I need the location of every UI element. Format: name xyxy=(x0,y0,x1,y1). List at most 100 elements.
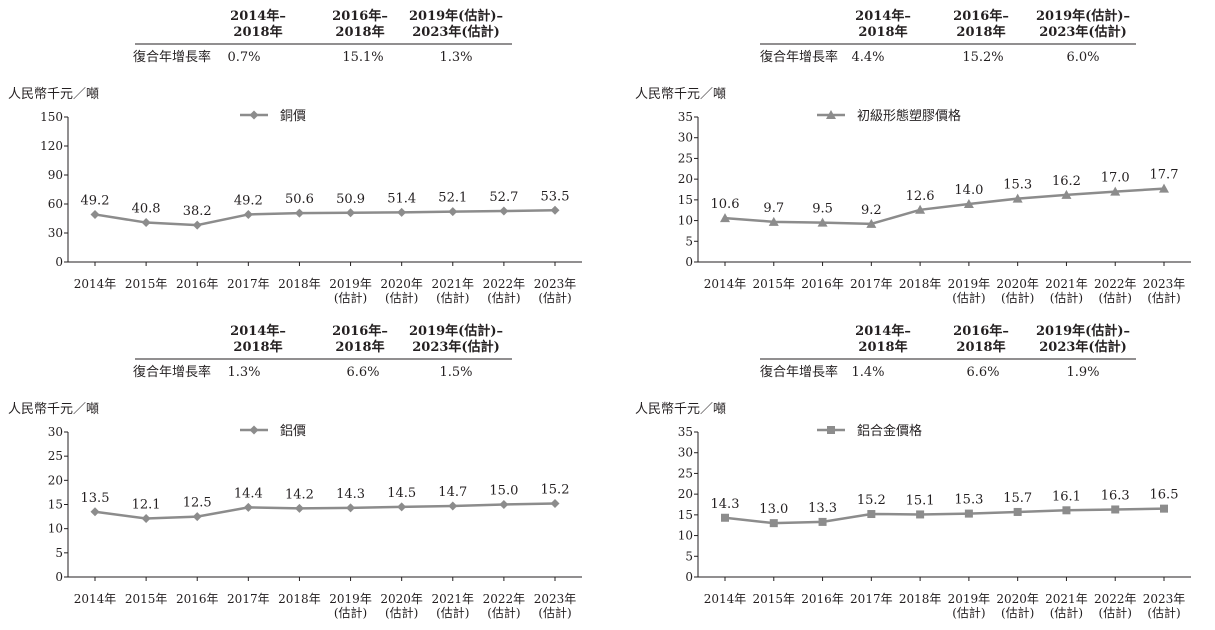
y-tick-label: 30 xyxy=(48,226,63,240)
data-point xyxy=(1111,505,1119,513)
data-point xyxy=(551,206,560,215)
x-tick-label: 2022年(估計) xyxy=(1094,277,1137,305)
data-label: 9.2 xyxy=(861,203,882,218)
data-point xyxy=(244,210,253,219)
x-tick-label: 2022年(估計) xyxy=(1094,592,1137,620)
x-tick-label: 2021年(估計) xyxy=(1045,592,1088,620)
cagr-header-2: 2019年(估計)– 2023年(估計) xyxy=(1036,8,1130,40)
data-label: 53.5 xyxy=(541,189,570,204)
x-tick-label: 2018年 xyxy=(899,592,942,606)
data-label: 10.6 xyxy=(711,197,740,212)
legend-label: 鋁合金價格 xyxy=(857,423,922,439)
data-label: 14.3 xyxy=(336,487,365,502)
data-point xyxy=(1160,505,1168,513)
x-tick-label: 2019年(估計) xyxy=(329,592,372,620)
data-label: 13.3 xyxy=(808,501,837,516)
data-point xyxy=(916,510,924,518)
data-point xyxy=(867,510,875,518)
data-label: 52.7 xyxy=(489,190,518,205)
x-tick-label: 2019年(估計) xyxy=(329,277,372,305)
y-tick-label: 10 xyxy=(678,214,693,228)
data-label: 14.5 xyxy=(387,486,416,501)
x-tick-label: 2014年 xyxy=(704,592,747,606)
data-label: 12.1 xyxy=(132,498,161,513)
data-point xyxy=(91,210,100,219)
data-point xyxy=(1014,508,1022,516)
x-tick-label: 2014年 xyxy=(704,277,747,291)
data-label: 9.5 xyxy=(812,202,833,217)
y-tick-label: 25 xyxy=(678,466,693,480)
x-tick-label: 2017年 xyxy=(850,277,893,291)
cagr-value-1: 6.6% xyxy=(966,365,999,380)
x-tick-label: 2018年 xyxy=(899,277,942,291)
data-label: 38.2 xyxy=(183,204,212,219)
y-tick-label: 35 xyxy=(678,425,693,439)
series-line xyxy=(95,210,555,225)
data-point xyxy=(448,207,457,216)
data-label: 15.0 xyxy=(489,484,518,499)
y-tick-label: 35 xyxy=(678,110,693,124)
data-point xyxy=(295,209,304,218)
series-line xyxy=(95,504,555,519)
legend-label: 鋁價 xyxy=(280,424,306,439)
data-point xyxy=(142,514,151,523)
y-tick-label: 30 xyxy=(678,446,693,460)
x-tick-label: 2021年(估計) xyxy=(432,592,475,620)
unit-label: 人民幣千元／噸 xyxy=(8,87,99,102)
x-tick-label: 2014年 xyxy=(74,592,117,606)
data-point xyxy=(721,514,729,522)
cagr-row-label: 復合年增長率 xyxy=(133,49,211,65)
data-label: 15.7 xyxy=(1003,491,1032,506)
y-tick-label: 150 xyxy=(40,110,63,124)
data-point xyxy=(91,507,100,516)
legend-label: 初級形態塑膠價格 xyxy=(857,108,961,124)
y-tick-label: 10 xyxy=(48,522,63,536)
y-tick-label: 0 xyxy=(685,570,693,584)
cagr-header-2: 2019年(估計)– 2023年(估計) xyxy=(1036,323,1130,355)
y-tick-label: 15 xyxy=(678,508,693,522)
data-label: 12.6 xyxy=(906,189,935,204)
y-tick-label: 25 xyxy=(48,449,63,463)
series-line xyxy=(725,509,1164,523)
data-label: 49.2 xyxy=(81,193,110,208)
legend-marker xyxy=(250,426,259,435)
data-point xyxy=(142,218,151,227)
data-label: 17.0 xyxy=(1101,171,1130,186)
data-point xyxy=(499,500,508,509)
unit-label: 人民幣千元／噸 xyxy=(8,402,99,417)
cagr-value-1: 15.2% xyxy=(962,50,1003,65)
x-tick-label: 2023年(估計) xyxy=(534,592,577,620)
x-tick-label: 2020年(估計) xyxy=(380,592,423,620)
data-label: 51.4 xyxy=(387,191,416,206)
x-tick-label: 2014年 xyxy=(74,277,117,291)
data-label: 16.3 xyxy=(1101,488,1130,503)
data-label: 14.3 xyxy=(711,497,740,512)
data-label: 13.5 xyxy=(81,491,110,506)
cagr-header-1: 2016年– 2018年 xyxy=(332,8,388,40)
data-label: 17.7 xyxy=(1150,168,1179,183)
data-label: 49.2 xyxy=(234,193,263,208)
data-point xyxy=(770,519,778,527)
data-label: 15.1 xyxy=(906,493,935,508)
y-tick-label: 15 xyxy=(678,193,693,207)
data-label: 14.7 xyxy=(438,485,467,500)
data-point xyxy=(397,208,406,217)
x-tick-label: 2015年 xyxy=(753,277,796,291)
data-point xyxy=(819,518,827,526)
cagr-header-0: 2014年– 2018年 xyxy=(230,8,286,40)
data-label: 50.9 xyxy=(336,192,365,207)
cagr-value-0: 4.4% xyxy=(851,50,884,65)
data-point xyxy=(551,499,560,508)
y-tick-label: 0 xyxy=(55,255,63,269)
cagr-header-0: 2014年– 2018年 xyxy=(855,8,911,40)
x-tick-label: 2015年 xyxy=(125,592,168,606)
data-label: 15.3 xyxy=(1003,178,1032,193)
y-tick-label: 25 xyxy=(678,151,693,165)
x-tick-label: 2016年 xyxy=(801,592,844,606)
x-tick-label: 2022年(估計) xyxy=(483,277,526,305)
y-tick-label: 5 xyxy=(685,234,693,248)
chart-panel-plastic: 2014年– 2018年 2016年– 2018年 2019年(估計)– 2023年(估計… xyxy=(607,0,1215,315)
unit-label: 人民幣千元／噸 xyxy=(635,87,726,102)
data-point xyxy=(499,207,508,216)
y-tick-label: 90 xyxy=(48,168,63,182)
